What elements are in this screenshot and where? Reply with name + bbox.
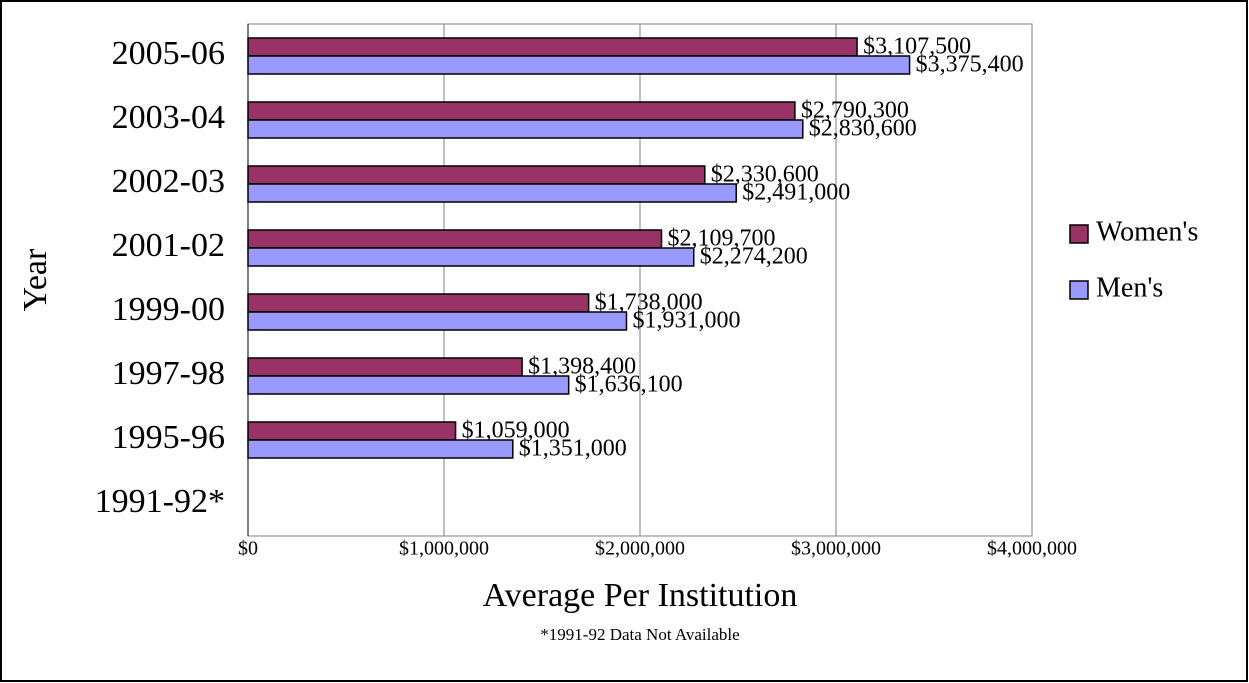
bar [247, 357, 523, 377]
x-tick-label: $1,000,000 [399, 538, 489, 560]
value-label: $3,107,500 [863, 34, 971, 60]
value-label: $1,636,100 [575, 372, 683, 398]
bar [247, 165, 706, 185]
value-label: $2,330,600 [711, 162, 819, 188]
bar [247, 375, 570, 395]
bar [247, 229, 663, 249]
legend-key [1069, 280, 1089, 300]
value-label: $1,351,000 [519, 436, 627, 462]
legend-label: Men's [1096, 272, 1163, 303]
legend-label: Women's [1096, 216, 1198, 247]
y-tick-label: 2001-02 [112, 227, 225, 264]
y-axis-title: Year [17, 248, 54, 311]
bar [247, 183, 737, 203]
y-tick-label: 2002-03 [112, 163, 225, 200]
y-tick-label: 2003-04 [112, 99, 225, 136]
value-label: $3,375,400 [916, 52, 1024, 78]
bar [247, 247, 695, 267]
value-label: $1,931,000 [632, 308, 740, 334]
x-tick-label: $0 [238, 538, 258, 560]
bar [247, 439, 514, 459]
y-tick-label: 2005-06 [112, 35, 225, 72]
y-tick-label: 1999-00 [112, 291, 225, 328]
y-tick-label: 1995-96 [112, 419, 225, 456]
x-axis-title: Average Per Institution [483, 577, 798, 614]
value-label: $2,274,200 [700, 244, 808, 270]
value-label: $2,491,000 [742, 180, 850, 206]
bar [247, 293, 590, 313]
value-label: $1,738,000 [595, 290, 703, 316]
bar [247, 119, 804, 139]
value-label: $2,830,600 [809, 116, 917, 142]
x-tick-label: $3,000,000 [791, 538, 881, 560]
value-label: $2,109,700 [668, 226, 776, 252]
bar [247, 37, 858, 57]
y-tick-label: 1997-98 [112, 355, 225, 392]
bar [247, 101, 796, 121]
value-label: $1,398,400 [528, 354, 636, 380]
footnote: *1991-92 Data Not Available [540, 625, 739, 644]
bar [247, 55, 911, 75]
x-tick-label: $2,000,000 [595, 538, 685, 560]
value-label: $1,059,000 [462, 418, 570, 444]
legend-key [1069, 224, 1089, 244]
bar [247, 311, 628, 331]
value-label: $2,790,300 [801, 98, 909, 124]
x-tick-label: $4,000,000 [987, 538, 1077, 560]
bar [247, 421, 457, 441]
y-tick-label: 1991-92* [95, 483, 225, 520]
